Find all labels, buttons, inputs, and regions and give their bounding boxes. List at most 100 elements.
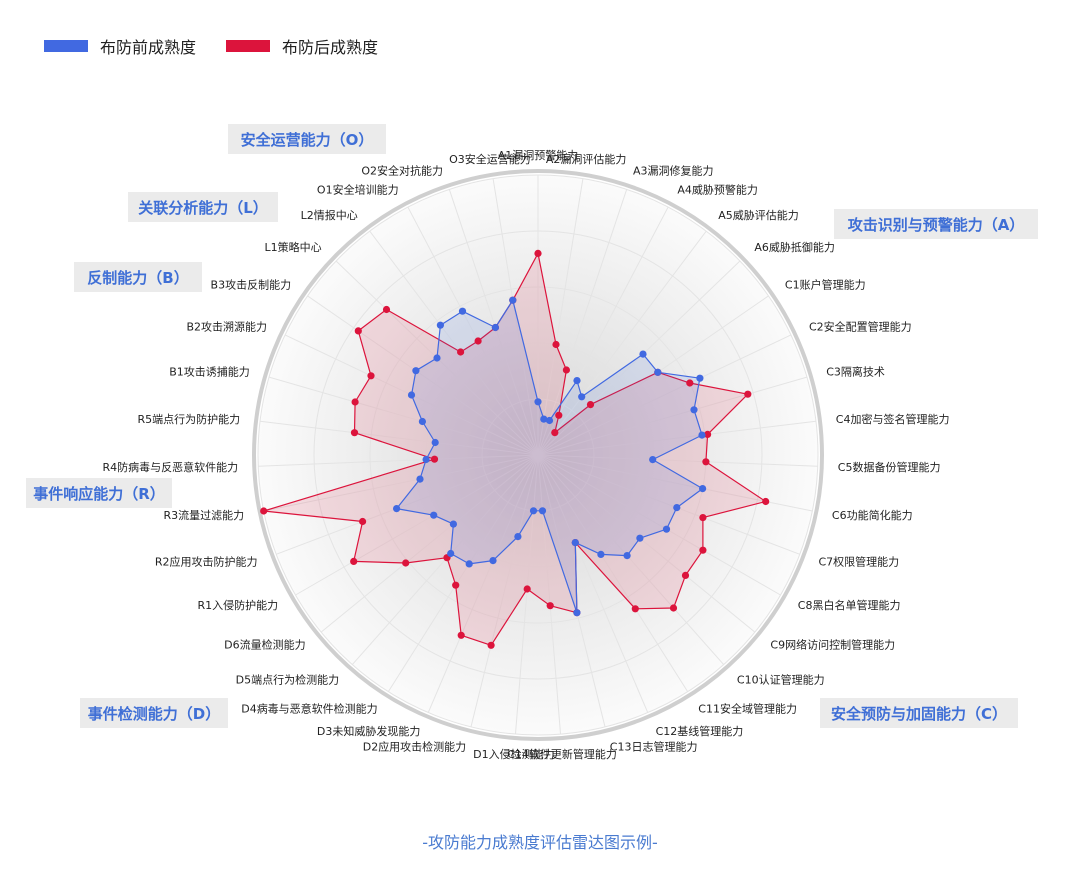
group-label-box — [834, 209, 1038, 239]
data-point-after — [523, 585, 531, 593]
axis-label: D1入侵检测能力 — [473, 747, 554, 761]
legend-label-after: 布防后成熟度 — [282, 38, 379, 57]
grid-spoke — [537, 178, 584, 456]
grid-spoke — [537, 230, 707, 456]
data-point-after — [457, 348, 465, 356]
axis-label: A3漏洞修复能力 — [633, 163, 714, 177]
axis-label: D2应用攻击检测能力 — [363, 739, 466, 753]
data-point-after — [354, 327, 362, 335]
data-point-before — [578, 393, 586, 401]
axis-label: R2应用攻击防护能力 — [155, 554, 258, 568]
legend-item-before[interactable]: 布防前成熟度 — [44, 34, 196, 58]
axis-label: R5端点行为防护能力 — [138, 412, 241, 426]
grid-spoke — [537, 454, 649, 713]
series-area-before — [396, 299, 704, 614]
data-point-after — [699, 514, 707, 522]
data-point-before — [412, 367, 420, 375]
legend-swatch-before — [44, 40, 88, 52]
chart-caption: -攻防能力成熟度评估雷达图示例- — [422, 833, 658, 852]
data-point-after — [367, 372, 375, 380]
data-point-before — [699, 485, 707, 493]
grid-spoke — [295, 454, 539, 596]
axis-label: C1账户管理能力 — [785, 278, 866, 292]
data-point-before — [534, 398, 542, 406]
grid-spoke — [407, 206, 539, 456]
data-point-before — [407, 391, 416, 399]
grid-spoke — [537, 295, 769, 456]
data-point-before — [673, 504, 681, 512]
grid-spoke — [427, 454, 539, 713]
data-point-before — [662, 525, 671, 533]
legend-label-before: 布防前成熟度 — [100, 38, 197, 57]
data-point-before — [538, 507, 547, 515]
group-label-box — [26, 478, 172, 508]
grid-spoke — [276, 454, 539, 555]
data-point-before — [491, 323, 499, 332]
data-point-before — [416, 475, 424, 483]
group-label-box — [820, 698, 1018, 728]
data-point-before — [540, 415, 548, 423]
data-point-before — [573, 377, 581, 385]
group-label: 反制能力（B） — [87, 269, 188, 287]
axis-label: B2攻击溯源能力 — [186, 319, 267, 333]
grid-spoke — [537, 454, 606, 727]
axis-label: C14软件更新管理能力 — [507, 747, 617, 761]
data-point-after — [359, 517, 367, 526]
axis-label: C11安全域管理能力 — [698, 702, 797, 716]
axis-label: C2安全配置管理能力 — [809, 319, 912, 333]
data-point-after — [351, 398, 359, 406]
group-label: 攻击识别与预警能力（A） — [848, 216, 1025, 234]
axis-label: C6功能简化能力 — [832, 508, 913, 522]
axis-label: A4威胁预警能力 — [677, 182, 758, 196]
data-point-after — [350, 557, 358, 566]
grid-spoke — [369, 230, 539, 456]
axis-label: C13日志管理能力 — [610, 739, 698, 753]
data-point-before — [418, 417, 426, 426]
group-label-box — [128, 192, 278, 222]
grid-spoke — [537, 420, 817, 456]
data-point-after — [669, 604, 678, 612]
data-point-before — [639, 350, 647, 358]
axis-label: B1攻击诱捕能力 — [169, 365, 250, 379]
axis-label: R1入侵防护能力 — [198, 598, 279, 612]
data-point-before — [573, 609, 581, 617]
axis-label: C5数据备份管理能力 — [838, 460, 941, 474]
data-point-after — [631, 605, 639, 613]
data-point-before — [654, 368, 662, 376]
grid-spoke — [537, 454, 725, 665]
data-point-after — [586, 401, 595, 409]
data-point-before — [698, 431, 706, 439]
data-point-after — [350, 429, 359, 437]
legend-item-after[interactable]: 布防后成熟度 — [226, 34, 378, 58]
grid-spoke — [537, 454, 800, 555]
data-point-after — [562, 366, 571, 374]
data-point-before — [696, 374, 704, 382]
radar-outer-ring — [252, 169, 824, 741]
group-label: 关联分析能力（L） — [138, 199, 268, 217]
data-point-before — [529, 507, 538, 515]
data-point-after — [487, 641, 495, 649]
group-label-box — [228, 124, 386, 154]
axis-label: C9网络访问控制管理能力 — [770, 638, 895, 652]
group-label: 安全预防与加固能力（C） — [831, 705, 1007, 723]
group-label-box — [74, 262, 202, 292]
grid-spoke — [448, 189, 539, 456]
axis-label: D3未知威胁发现能力 — [317, 724, 420, 738]
grid-spoke — [259, 420, 539, 456]
axis-label: R3流量过滤能力 — [163, 508, 244, 522]
grid-spoke — [268, 376, 539, 456]
data-point-before — [430, 511, 438, 519]
grid-spoke — [537, 334, 792, 456]
data-point-before — [636, 534, 644, 542]
data-point-after — [744, 390, 752, 398]
data-point-after — [402, 559, 410, 567]
grid-spoke — [537, 454, 818, 467]
axis-label: B3攻击反制能力 — [211, 278, 292, 292]
data-point-after — [699, 546, 707, 554]
axis-label: O2安全对抗能力 — [361, 163, 443, 177]
axis-label: L1策略中心 — [264, 240, 321, 254]
data-point-before — [649, 456, 657, 464]
axis-label: A1漏洞预警能力 — [498, 148, 579, 162]
